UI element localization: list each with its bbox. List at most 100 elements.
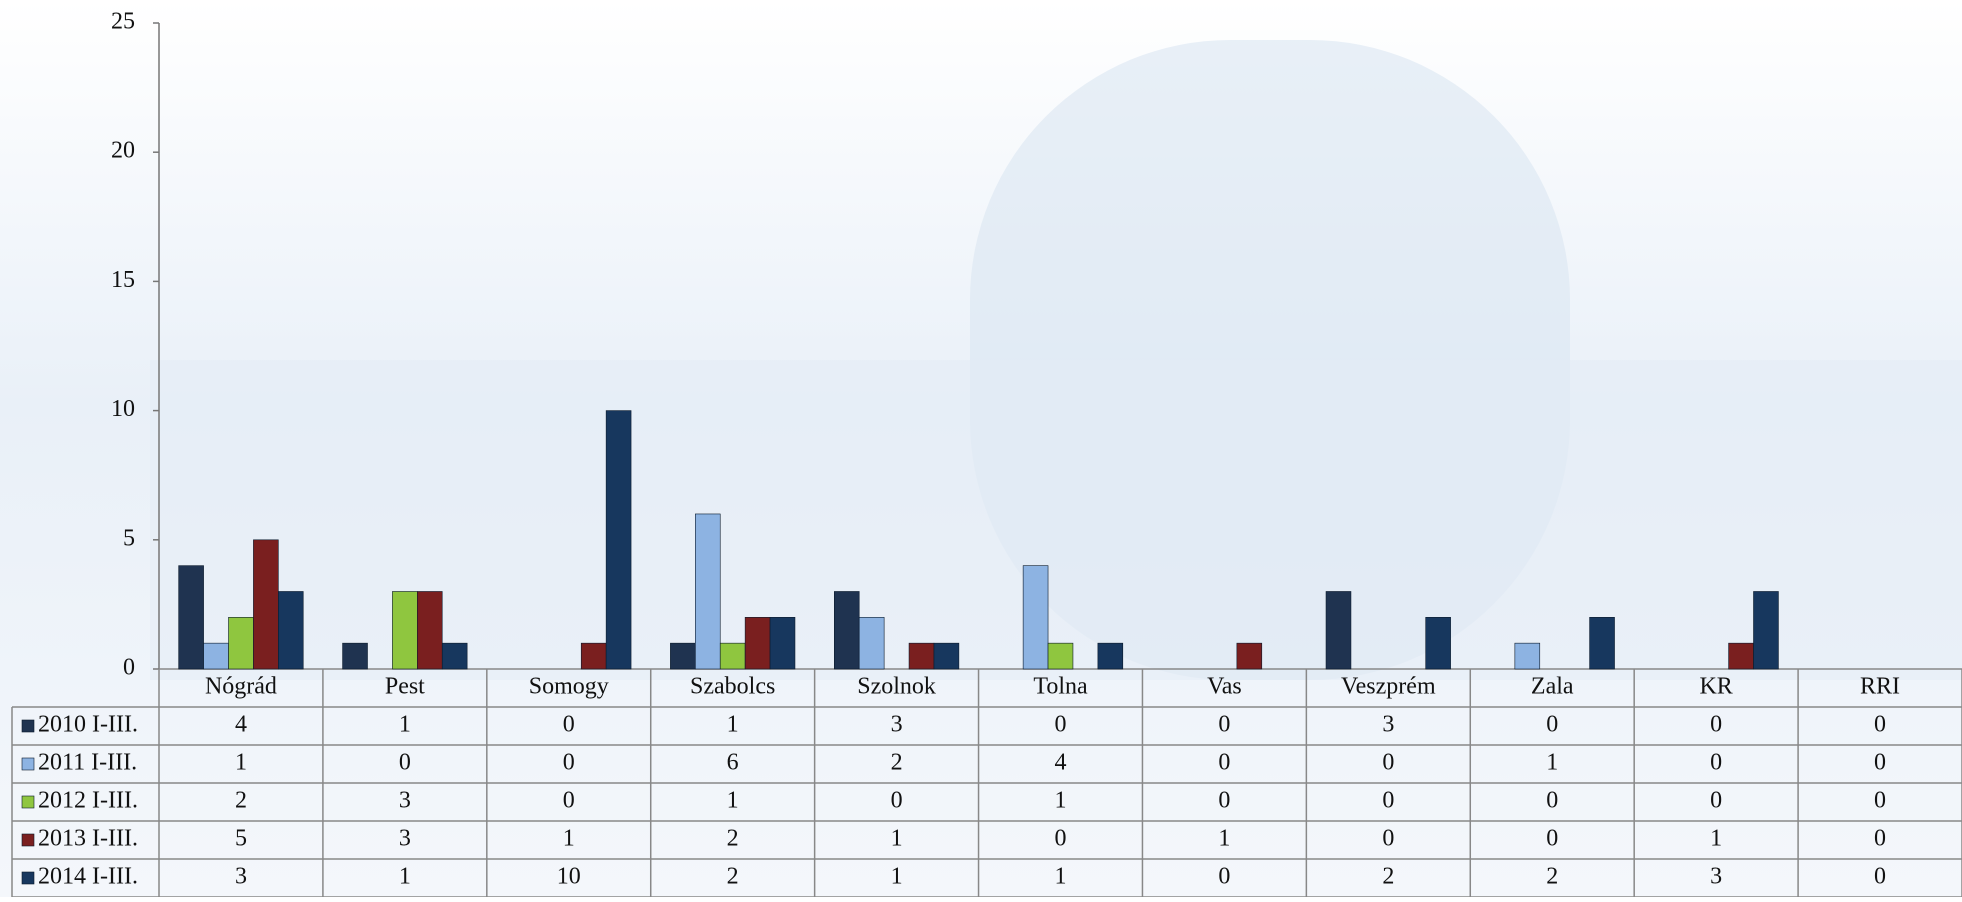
y-tick-label: 0 xyxy=(123,655,135,681)
x-tick-label: Szabolcs xyxy=(690,674,775,700)
x-tick-label: Nógrád xyxy=(205,674,277,700)
table-value: 2 xyxy=(235,788,247,814)
table-value: 0 xyxy=(1218,712,1230,738)
table-value: 1 xyxy=(1055,788,1067,814)
table-value: 1 xyxy=(727,788,739,814)
table-value: 0 xyxy=(1382,826,1394,852)
table-value: 0 xyxy=(1710,788,1722,814)
table-value: 0 xyxy=(1710,712,1722,738)
table-value: 2 xyxy=(891,750,903,776)
table-value: 3 xyxy=(891,712,903,738)
table-value: 3 xyxy=(399,788,411,814)
table-value: 0 xyxy=(1382,788,1394,814)
bar xyxy=(1590,617,1615,669)
table-value: 3 xyxy=(235,864,247,890)
table-value: 0 xyxy=(563,788,575,814)
table-value: 0 xyxy=(1874,826,1886,852)
legend-label: 2010 I-III. xyxy=(38,712,138,738)
legend-label: 2011 I-III. xyxy=(38,750,137,776)
x-tick-label: Vas xyxy=(1207,674,1242,700)
legend-key xyxy=(22,834,34,846)
x-tick-label: KR xyxy=(1699,674,1732,700)
table-value: 0 xyxy=(891,788,903,814)
chart: 0510152025NógrádPestSomogySzabolcsSzolno… xyxy=(0,0,1962,897)
table-value: 1 xyxy=(1218,826,1230,852)
bar xyxy=(1515,643,1540,669)
bar xyxy=(581,643,606,669)
bar xyxy=(1729,643,1754,669)
table-value: 1 xyxy=(399,712,411,738)
bar xyxy=(1048,643,1073,669)
table-value: 0 xyxy=(1055,826,1067,852)
bar xyxy=(179,566,204,669)
bar xyxy=(909,643,934,669)
table-value: 0 xyxy=(1055,712,1067,738)
y-tick-label: 25 xyxy=(111,9,135,35)
bar xyxy=(770,617,795,669)
x-tick-label: Tolna xyxy=(1033,674,1088,700)
table-value: 1 xyxy=(235,750,247,776)
x-tick-label: Veszprém xyxy=(1341,674,1436,700)
bar xyxy=(934,643,959,669)
table-value: 0 xyxy=(563,750,575,776)
table-value: 2 xyxy=(1546,864,1558,890)
bar xyxy=(1426,617,1451,669)
table-value: 1 xyxy=(1055,864,1067,890)
table-value: 0 xyxy=(563,712,575,738)
table-value: 0 xyxy=(1218,750,1230,776)
table-value: 5 xyxy=(235,826,247,852)
y-tick-label: 5 xyxy=(123,525,135,551)
page: {"chart_data": {"type": "bar", "categori… xyxy=(0,0,1962,897)
table-value: 0 xyxy=(399,750,411,776)
x-tick-label: Zala xyxy=(1531,674,1574,700)
table-value: 3 xyxy=(1382,712,1394,738)
legend-key xyxy=(22,872,34,884)
table-value: 0 xyxy=(1546,712,1558,738)
table-value: 0 xyxy=(1546,826,1558,852)
table-value: 1 xyxy=(1710,826,1722,852)
table-value: 6 xyxy=(727,750,739,776)
table-value: 1 xyxy=(563,826,575,852)
x-tick-label: Szolnok xyxy=(857,674,936,700)
table-value: 10 xyxy=(557,864,581,890)
bar xyxy=(392,591,417,669)
legend-label: 2012 I-III. xyxy=(38,788,138,814)
table-value: 0 xyxy=(1546,788,1558,814)
table-value: 1 xyxy=(727,712,739,738)
table-value: 2 xyxy=(727,864,739,890)
bar xyxy=(204,643,229,669)
bar xyxy=(1023,566,1048,669)
table-value: 0 xyxy=(1218,864,1230,890)
x-tick-label: Somogy xyxy=(529,674,609,700)
table-value: 0 xyxy=(1874,712,1886,738)
bar xyxy=(859,617,884,669)
bar xyxy=(253,540,278,669)
bar xyxy=(745,617,770,669)
table-value: 0 xyxy=(1874,788,1886,814)
table-value: 0 xyxy=(1874,864,1886,890)
legend-key xyxy=(22,758,34,770)
legend-key xyxy=(22,720,34,732)
bar xyxy=(343,643,368,669)
legend-label: 2013 I-III. xyxy=(38,826,138,852)
table-value: 0 xyxy=(1382,750,1394,776)
table-value: 0 xyxy=(1874,750,1886,776)
bar xyxy=(1754,591,1779,669)
legend-key xyxy=(22,796,34,808)
table-value: 0 xyxy=(1710,750,1722,776)
x-tick-label: Pest xyxy=(385,674,425,700)
x-tick-label: RRI xyxy=(1860,674,1900,700)
bar xyxy=(228,617,253,669)
table-value: 2 xyxy=(1382,864,1394,890)
y-tick-label: 10 xyxy=(111,396,135,422)
bar xyxy=(834,591,859,669)
y-tick-label: 20 xyxy=(111,138,135,164)
bar xyxy=(1098,643,1123,669)
table-value: 2 xyxy=(727,826,739,852)
bar xyxy=(695,514,720,669)
y-tick-label: 15 xyxy=(111,267,135,293)
bar xyxy=(442,643,467,669)
legend-label: 2014 I-III. xyxy=(38,864,138,890)
table-value: 4 xyxy=(235,712,247,738)
bar xyxy=(720,643,745,669)
